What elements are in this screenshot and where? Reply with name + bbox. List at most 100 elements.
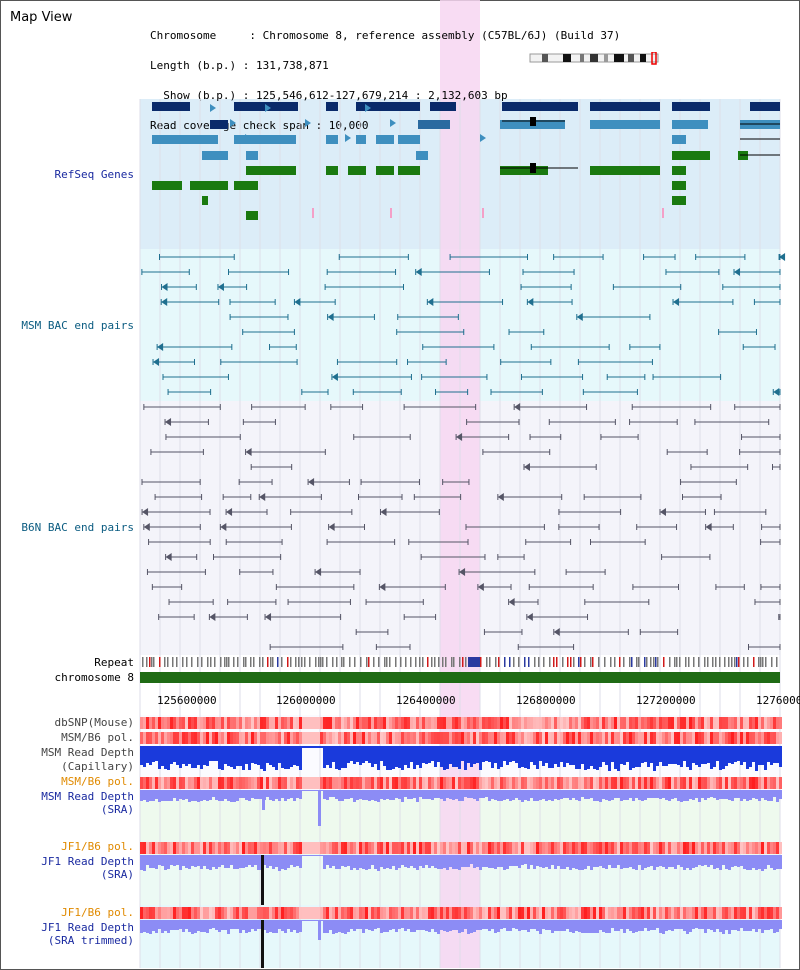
heat-cell <box>227 732 230 744</box>
depth-bar <box>269 746 272 765</box>
depth-bar <box>734 855 737 866</box>
heat-cell <box>266 717 269 729</box>
heat-cell <box>683 777 686 789</box>
gene-arrow <box>230 119 236 127</box>
heat-cell <box>191 907 194 919</box>
depth-bar <box>530 746 533 762</box>
depth-bar <box>743 790 746 799</box>
depth-bar <box>440 855 443 869</box>
depth-bar <box>248 746 251 770</box>
jf1-b6-pol-2-label[interactable]: JF1/B6 pol. <box>61 906 134 919</box>
heat-cell <box>755 907 758 919</box>
depth-bar <box>305 790 308 791</box>
depth-bar <box>509 920 512 931</box>
depth-bar <box>518 746 521 768</box>
heat-cell <box>680 777 683 789</box>
heat-cell <box>410 732 413 744</box>
repeat-label[interactable]: Repeat <box>94 656 134 669</box>
heat-cell <box>767 717 770 729</box>
b6n-bac-end-pairs-label[interactable]: B6N BAC end pairs <box>21 521 134 534</box>
depth-bar <box>635 920 638 932</box>
depth-bar <box>710 855 713 865</box>
depth-bar <box>773 790 776 797</box>
repeat-mark <box>207 657 209 667</box>
heat-cell <box>263 907 266 919</box>
heat-cell <box>644 717 647 729</box>
depth-bar <box>581 790 584 797</box>
jf1-b6-pol-label[interactable]: JF1/B6 pol. <box>61 840 134 853</box>
depth-bar <box>644 920 647 928</box>
bac-arrow <box>294 298 301 306</box>
heat-cell <box>167 842 170 854</box>
msm-b6-pol-label[interactable]: MSM/B6 pol. <box>61 731 134 744</box>
heat-cell <box>278 842 281 854</box>
heat-cell <box>476 717 479 729</box>
depth-bar <box>362 746 365 763</box>
depth-bar <box>374 790 377 801</box>
jf1-read-depth-trimmed-label[interactable]: JF1 Read Depth <box>41 921 134 934</box>
repeat-mark <box>468 657 480 667</box>
depth-bar <box>536 746 539 769</box>
heat-cell <box>272 842 275 854</box>
heat-cell <box>407 732 410 744</box>
heat-cell <box>653 717 656 729</box>
depth-bar <box>647 855 650 867</box>
bac-arrow <box>456 433 463 441</box>
heat-cell <box>716 732 719 744</box>
heat-cell <box>674 907 677 919</box>
heat-cell <box>752 777 755 789</box>
heat-cell <box>587 842 590 854</box>
depth-bar <box>380 920 383 933</box>
depth-bar <box>569 746 572 765</box>
heat-cell <box>578 732 581 744</box>
repeat-mark <box>747 657 749 667</box>
depth-bar <box>611 920 614 928</box>
heat-cell <box>428 907 431 919</box>
repeat-mark <box>674 657 676 667</box>
msm-read-depth-capillary-label[interactable]: MSM Read Depth <box>41 746 134 759</box>
heat-cell <box>269 907 272 919</box>
heat-cell <box>575 842 578 854</box>
heat-cell <box>494 842 497 854</box>
depth-bar <box>350 790 353 798</box>
heat-cell <box>719 777 722 789</box>
heat-cell <box>335 717 338 729</box>
repeat-mark <box>604 657 606 667</box>
heat-cell <box>482 732 485 744</box>
heat-cell <box>353 842 356 854</box>
depth-bar <box>659 920 662 933</box>
heat-cell <box>518 732 521 744</box>
gene-block <box>418 120 450 129</box>
heat-cell <box>560 842 563 854</box>
heat-cell <box>635 777 638 789</box>
jf1-read-depth-sra-label[interactable]: JF1 Read Depth <box>41 855 134 868</box>
depth-bar <box>563 920 566 931</box>
heat-cell <box>623 907 626 919</box>
heat-cell <box>578 717 581 729</box>
heat-cell <box>383 907 386 919</box>
depth-bar <box>443 920 446 931</box>
refseq-genes-label[interactable]: RefSeq Genes <box>54 168 134 181</box>
heat-cell <box>290 907 293 919</box>
msm-b6-pol-2-label[interactable]: MSM/B6 pol. <box>61 775 134 788</box>
msm-read-depth-sra-label[interactable]: MSM Read Depth <box>41 790 134 803</box>
depth-bar <box>443 790 446 801</box>
gene-block <box>210 120 228 129</box>
repeat-mark <box>663 657 665 667</box>
depth-bar <box>362 920 365 933</box>
heat-cell <box>305 907 308 919</box>
depth-bar <box>659 855 662 866</box>
depth-bar <box>593 855 596 867</box>
depth-bar <box>614 790 617 798</box>
heat-cell <box>236 842 239 854</box>
heat-cell <box>713 842 716 854</box>
msm-bac-end-pairs-label[interactable]: MSM BAC end pairs <box>21 319 134 332</box>
chromosome-ideogram[interactable] <box>528 52 663 66</box>
dbsnp-label[interactable]: dbSNP(Mouse) <box>54 716 134 729</box>
heat-cell <box>431 777 434 789</box>
depth-bar <box>542 790 545 799</box>
heat-cell <box>428 732 431 744</box>
heat-cell <box>449 907 452 919</box>
heat-cell <box>473 732 476 744</box>
